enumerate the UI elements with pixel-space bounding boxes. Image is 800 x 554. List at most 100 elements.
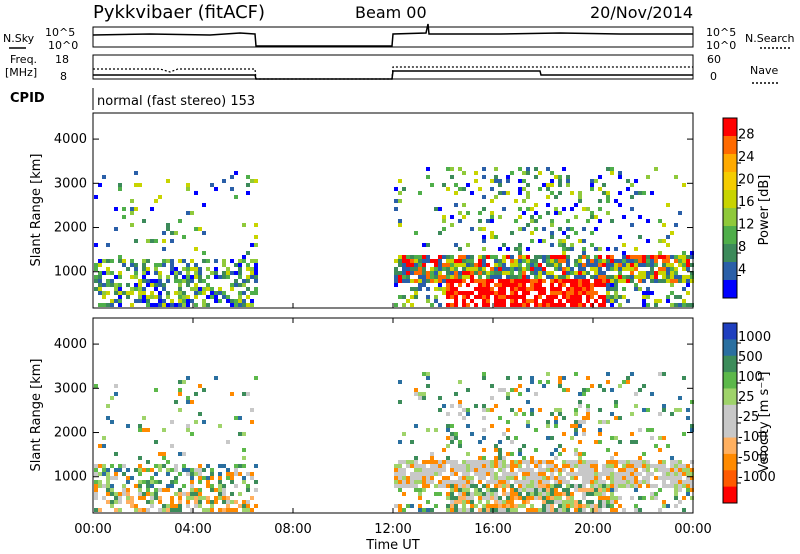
heatmap-cell — [414, 291, 418, 295]
heatmap-cell — [398, 468, 402, 472]
heatmap-cell — [138, 488, 142, 492]
heatmap-cell — [514, 476, 518, 480]
heatmap-cell — [218, 508, 222, 512]
heatmap-cell — [422, 283, 426, 287]
heatmap-cell — [238, 295, 242, 299]
heatmap-cell — [450, 500, 454, 504]
heatmap-cell — [674, 303, 678, 307]
heatmap-cell — [646, 472, 650, 476]
heatmap-cell — [134, 207, 138, 211]
heatmap-cell — [438, 464, 442, 468]
heatmap-cell — [670, 255, 674, 259]
heatmap-cell — [194, 392, 198, 396]
heatmap-cell — [430, 452, 434, 456]
heatmap-cell — [554, 175, 558, 179]
heatmap-cell — [458, 500, 462, 504]
heatmap-cell — [610, 504, 614, 508]
heatmap-cell — [550, 223, 554, 227]
heatmap-cell — [690, 400, 694, 404]
heatmap-cell — [450, 271, 454, 275]
heatmap-cell — [442, 275, 446, 279]
heatmap-cell — [178, 392, 182, 396]
heatmap-cell — [610, 500, 614, 504]
x-tick-label: 00:00 — [74, 522, 111, 537]
heatmap-cell — [174, 504, 178, 508]
heatmap-cell — [150, 239, 154, 243]
heatmap-cell — [654, 468, 658, 472]
heatmap-cell — [214, 259, 218, 263]
heatmap-cell — [626, 376, 630, 380]
heatmap-cell — [690, 472, 694, 476]
heatmap-cell — [598, 295, 602, 299]
heatmap-cell — [138, 295, 142, 299]
heatmap-cell — [398, 199, 402, 203]
heatmap-cell — [530, 299, 534, 303]
heatmap-cell — [462, 468, 466, 472]
heatmap-cell — [206, 283, 210, 287]
heatmap-cell — [526, 287, 530, 291]
heatmap-cell — [462, 408, 466, 412]
heatmap-cell — [174, 275, 178, 279]
heatmap-cell — [518, 167, 522, 171]
heatmap-cell — [450, 295, 454, 299]
heatmap-cell — [458, 464, 462, 468]
heatmap-cell — [514, 480, 518, 484]
heatmap-cell — [666, 271, 670, 275]
heatmap-cell — [210, 484, 214, 488]
heatmap-cell — [490, 384, 494, 388]
heatmap-cell — [198, 468, 202, 472]
heatmap-cell — [150, 500, 154, 504]
heatmap-cell — [594, 283, 598, 287]
heatmap-cell — [178, 283, 182, 287]
heatmap-cell — [442, 183, 446, 187]
heatmap-cell — [110, 500, 114, 504]
heatmap-cell — [194, 263, 198, 267]
heatmap-cell — [214, 488, 218, 492]
heatmap-cell — [242, 303, 246, 307]
heatmap-cell — [450, 468, 454, 472]
heatmap-cell — [446, 508, 450, 512]
heatmap-cell — [598, 432, 602, 436]
heatmap-cell — [470, 468, 474, 472]
heatmap-cell — [606, 279, 610, 283]
heatmap-cell — [450, 496, 454, 500]
heatmap-cell — [150, 291, 154, 295]
heatmap-cell — [550, 476, 554, 480]
heatmap-cell — [494, 488, 498, 492]
heatmap-cell — [118, 187, 122, 191]
heatmap-cell — [194, 496, 198, 500]
heatmap-cell — [558, 380, 562, 384]
heatmap-cell — [502, 279, 506, 283]
heatmap-cell — [426, 480, 430, 484]
heatmap-cell — [682, 472, 686, 476]
heatmap-cell — [118, 255, 122, 259]
colorbar-swatch — [723, 404, 737, 422]
heatmap-cell — [518, 488, 522, 492]
heatmap-cell — [490, 464, 494, 468]
heatmap-cell — [650, 472, 654, 476]
heatmap-cell — [514, 492, 518, 496]
heatmap-cell — [674, 295, 678, 299]
heatmap-cell — [686, 255, 690, 259]
heatmap-cell — [526, 496, 530, 500]
heatmap-cell — [438, 263, 442, 267]
heatmap-cell — [606, 372, 610, 376]
heatmap-cell — [658, 251, 662, 255]
heatmap-cell — [398, 295, 402, 299]
heatmap-cell — [606, 191, 610, 195]
heatmap-cell — [690, 255, 694, 259]
heatmap-cell — [602, 183, 606, 187]
heatmap-cell — [602, 484, 606, 488]
colorbar-swatch — [723, 154, 737, 173]
heatmap-cell — [674, 488, 678, 492]
heatmap-cell — [558, 259, 562, 263]
heatmap-cell — [586, 376, 590, 380]
heatmap-cell — [242, 432, 246, 436]
heatmap-cell — [162, 259, 166, 263]
heatmap-cell — [562, 448, 566, 452]
heatmap-cell — [146, 299, 150, 303]
heatmap-cell — [522, 484, 526, 488]
heatmap-cell — [562, 279, 566, 283]
heatmap-cell — [214, 376, 218, 380]
